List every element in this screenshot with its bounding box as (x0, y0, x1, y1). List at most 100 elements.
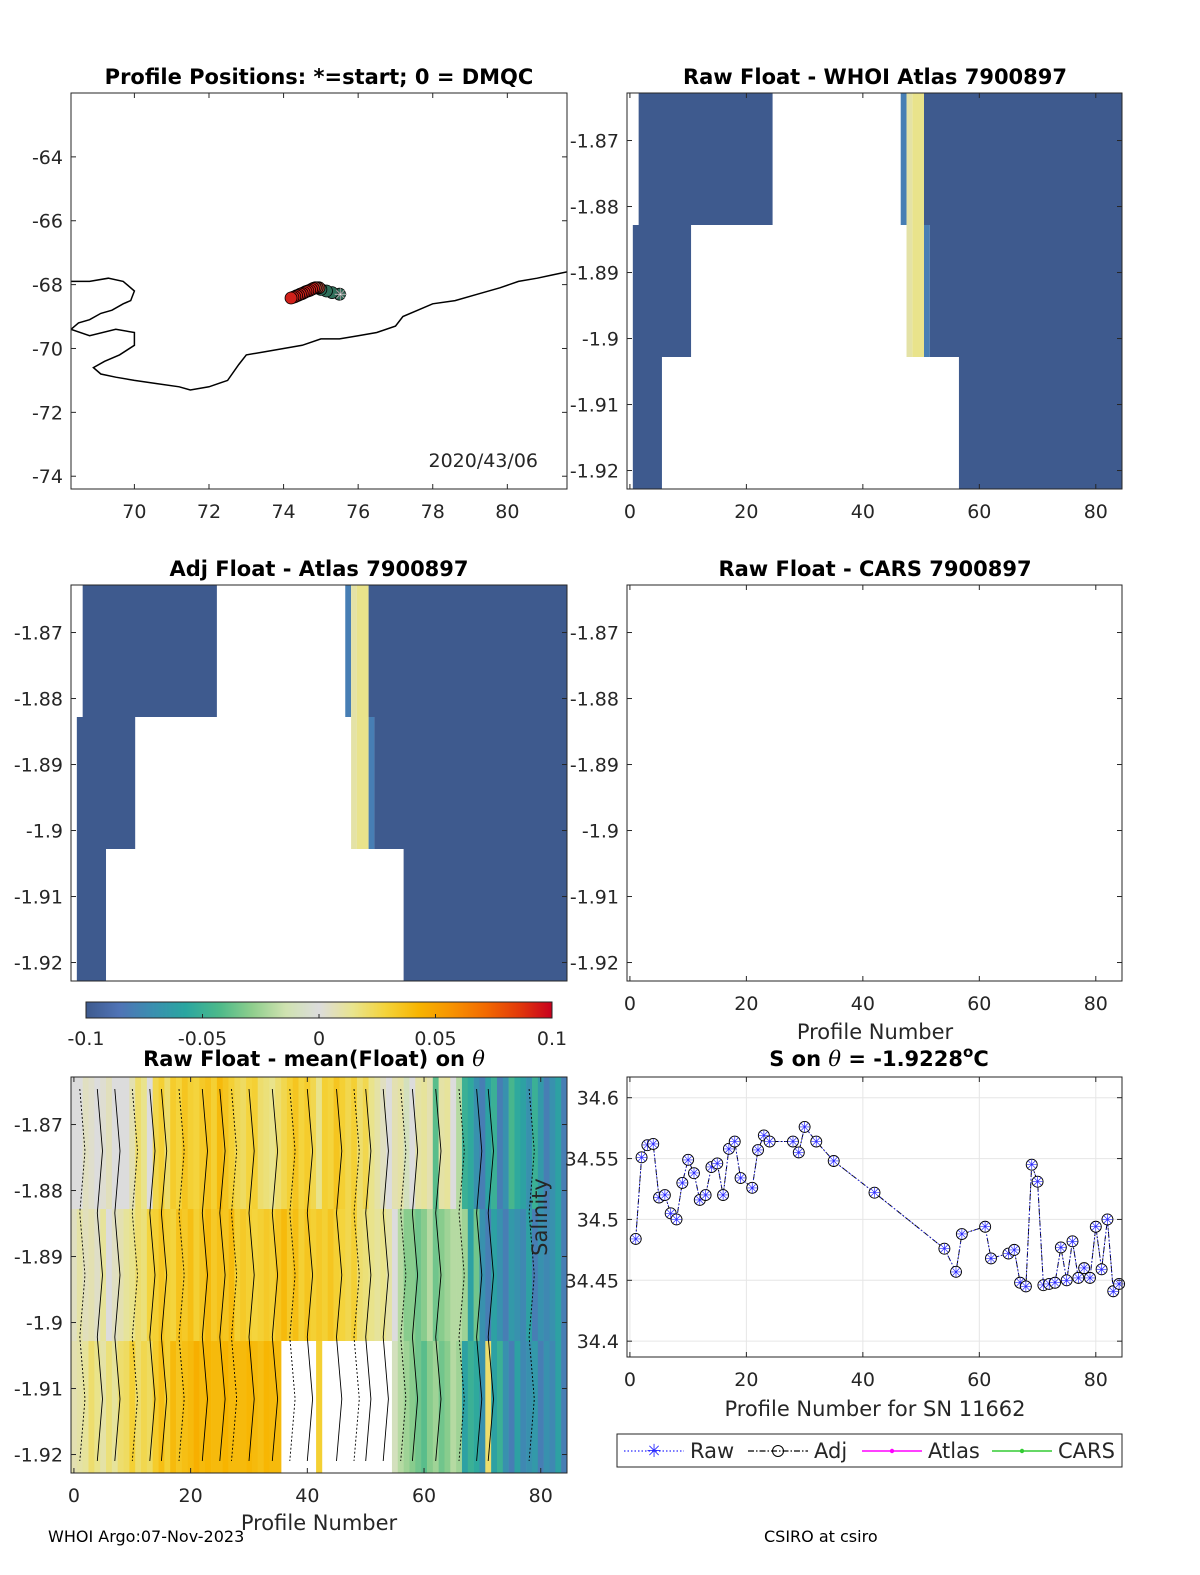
raw-mean-cell-0-24 (211, 1077, 218, 1209)
raw-mean-cell-1-40 (304, 1209, 311, 1341)
raw-whoi-title: Raw Float - WHOI Atlas 7900897 (683, 65, 1067, 89)
raw-mean-cell-2-30 (246, 1341, 253, 1473)
legend-adj-label: Adj (814, 1439, 847, 1463)
raw-mean-contour-23 (487, 1088, 494, 1462)
raw-mean-cell-0-55 (391, 1077, 399, 1209)
raw-mean-cell-1-7 (111, 1209, 118, 1341)
positions-ytick-label-1: -66 (32, 211, 63, 233)
raw-mean-cell-1-73 (496, 1209, 504, 1341)
salinity-adj-point-10 (688, 1167, 700, 1180)
raw-mean-cell-1-5 (100, 1209, 107, 1341)
salinity-adj-point-37 (1019, 1280, 1032, 1293)
raw-mean-cell-2-74 (502, 1341, 509, 1473)
raw-mean-cell-0-45 (333, 1077, 340, 1209)
raw-mean-cell-1-27 (228, 1209, 235, 1341)
raw-mean-cell-0-30 (246, 1077, 253, 1209)
raw-mean-cell-2-14 (152, 1341, 159, 1473)
colorbar-tick-label-2: 0 (313, 1028, 325, 1050)
raw-mean-cell-2-27 (228, 1341, 235, 1473)
raw-mean-cell-1-19 (181, 1209, 189, 1341)
coastline (71, 271, 567, 391)
raw-mean-cell-1-24 (211, 1209, 218, 1341)
salinity-axes-box (626, 1076, 1123, 1358)
raw-mean-cell-1-18 (176, 1209, 183, 1341)
salinity-raw-point-29: ✳ (939, 1242, 951, 1258)
salinity-xtick-label-2: 40 (851, 1369, 875, 1391)
raw-mean-cell-2-3 (88, 1341, 95, 1473)
salinity-adj-point-19 (746, 1181, 759, 1194)
raw-whoi-xtick-label-4: 80 (1084, 501, 1108, 523)
raw-mean-contour-1 (96, 1088, 103, 1462)
raw-mean-cell-1-80 (537, 1209, 544, 1341)
positions-ytick-label-0: -64 (32, 147, 63, 169)
salinity-raw-point-30: ✳ (950, 1265, 962, 1281)
raw-mean-cell-0-7 (111, 1077, 118, 1209)
raw-mean-cell-2-13 (146, 1341, 153, 1473)
raw-mean-contour-11 (271, 1088, 279, 1462)
colorbar: -0.1 -0.05 0 0.05 0.1 (67, 1001, 567, 1050)
raw-mean-cell-2-71 (485, 1341, 492, 1473)
adj-atlas-ytick-label-1: -1.88 (14, 689, 63, 711)
raw-mean-cell-1-49 (356, 1209, 364, 1341)
raw-whoi-xtick-label-3: 60 (967, 501, 991, 523)
salinity-raw-point-40: ✳ (1038, 1278, 1050, 1294)
raw-mean-cell-0-60 (421, 1077, 428, 1209)
salinity-adj-point-14 (711, 1157, 724, 1170)
salinity-raw-point-35: ✳ (1008, 1243, 1020, 1259)
colorbar-ticks: -0.1 -0.05 0 0.05 0.1 (67, 1014, 567, 1050)
raw-mean-cell-2-75 (508, 1341, 515, 1473)
salinity-adj-point-3 (647, 1138, 660, 1150)
raw-mean-cell-1-32 (257, 1209, 264, 1341)
raw-mean-cell-2-5 (100, 1341, 107, 1473)
salinity-raw-point-1: ✳ (636, 1150, 648, 1166)
colorbar-tick-label-4: 0.1 (537, 1028, 567, 1050)
raw-mean-cell-1-44 (327, 1209, 334, 1341)
raw-whoi-ytick-label-4: -1.91 (570, 395, 619, 417)
raw-mean-cell-1-39 (298, 1209, 305, 1341)
raw-mean-cell-0-58 (409, 1077, 416, 1209)
raw-mean-cell-0-76 (514, 1077, 521, 1209)
raw-mean-cell-0-28 (234, 1077, 241, 1209)
raw-mean-cell-0-32 (257, 1077, 264, 1209)
adj-atlas-ytick-label-4: -1.91 (14, 887, 63, 909)
raw-whoi-ytick-label-2: -1.89 (570, 263, 619, 285)
salinity-adj-point-20 (752, 1144, 764, 1156)
raw-mean-xtick-label-4: 80 (529, 1485, 553, 1507)
positions-ytick-label-2: -68 (32, 275, 63, 297)
raw-mean-cell-1-52 (374, 1209, 381, 1341)
raw-mean-cell-0-11 (135, 1077, 142, 1209)
salinity-xtick-label-3: 60 (967, 1369, 991, 1391)
raw-mean-cell-1-68 (467, 1209, 474, 1341)
raw-mean-cell-1-67 (461, 1209, 469, 1341)
raw-mean-cell-0-47 (345, 1077, 352, 1209)
salinity-raw-point-37: ✳ (1020, 1279, 1032, 1295)
raw-whoi-xtick-label-2: 40 (851, 501, 875, 523)
salinity-title-theta: θ (828, 1047, 841, 1071)
raw-mean-contour-2 (114, 1088, 121, 1462)
raw-mean-cell-0-48 (351, 1077, 358, 1209)
raw-mean-cell-0-4 (94, 1077, 101, 1209)
raw-mean-cell-0-64 (444, 1077, 451, 1209)
raw-mean-cell-2-67 (461, 1341, 469, 1473)
raw-mean-cell-0-37 (286, 1077, 294, 1209)
raw-mean-cell-0-59 (415, 1077, 422, 1209)
raw-mean-cell-0-68 (467, 1077, 474, 1209)
raw-mean-cell-2-65 (450, 1341, 457, 1473)
raw-mean-cell-0-6 (106, 1077, 113, 1209)
salinity-raw-point-21: ✳ (758, 1128, 770, 1144)
raw-mean-cell-0-82 (549, 1077, 556, 1209)
raw-mean-xtick-label-0: 0 (68, 1485, 80, 1507)
legend-atlas-label: Atlas (928, 1439, 980, 1463)
adj-atlas-cell-1 (345, 585, 352, 717)
raw-mean-cell-2-4 (94, 1341, 101, 1473)
raw-mean-contour-5 (160, 1088, 168, 1462)
raw-mean-cell-1-48 (351, 1209, 358, 1341)
raw-mean-cell-2-59 (415, 1341, 422, 1473)
raw-mean-cell-2-80 (537, 1341, 544, 1473)
raw-mean-cell-0-26 (222, 1077, 229, 1209)
raw-mean-cell-1-78 (526, 1209, 533, 1341)
raw-mean-contour-14 (336, 1088, 343, 1462)
salinity-adj-point-33 (985, 1252, 997, 1265)
salinity-raw-point-33: ✳ (985, 1251, 997, 1267)
raw-mean-cell-2-34 (269, 1341, 276, 1473)
